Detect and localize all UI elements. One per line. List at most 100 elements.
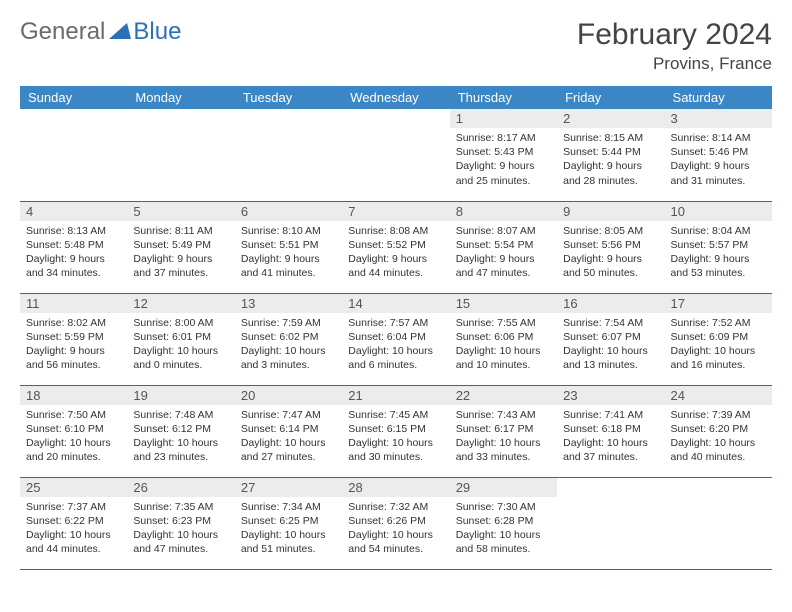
daylight-text-line1: Daylight: 9 hours [563,252,658,266]
day-number: 28 [342,478,449,497]
calendar-day-cell: 25Sunrise: 7:37 AMSunset: 6:22 PMDayligh… [20,477,127,569]
daylight-text-line2: and 28 minutes. [563,174,658,188]
sunset-text: Sunset: 5:43 PM [456,145,551,159]
sunrise-text: Sunrise: 7:35 AM [133,500,228,514]
sunset-text: Sunset: 6:26 PM [348,514,443,528]
day-details: Sunrise: 8:17 AMSunset: 5:43 PMDaylight:… [450,128,557,192]
sunrise-text: Sunrise: 7:39 AM [671,408,766,422]
day-number: 20 [235,386,342,405]
logo-text-general: General [20,18,105,46]
sunset-text: Sunset: 5:49 PM [133,238,228,252]
day-number: 14 [342,294,449,313]
day-number: 25 [20,478,127,497]
sunrise-text: Sunrise: 7:59 AM [241,316,336,330]
sunrise-text: Sunrise: 7:41 AM [563,408,658,422]
day-number: 21 [342,386,449,405]
day-details: Sunrise: 7:54 AMSunset: 6:07 PMDaylight:… [557,313,664,377]
weekday-header: Saturday [665,86,772,109]
calendar-week-row: 4Sunrise: 8:13 AMSunset: 5:48 PMDaylight… [20,201,772,293]
sunset-text: Sunset: 6:07 PM [563,330,658,344]
day-details: Sunrise: 8:14 AMSunset: 5:46 PMDaylight:… [665,128,772,192]
day-details: Sunrise: 7:30 AMSunset: 6:28 PMDaylight:… [450,497,557,561]
weekday-header: Friday [557,86,664,109]
day-details: Sunrise: 7:35 AMSunset: 6:23 PMDaylight:… [127,497,234,561]
sunrise-text: Sunrise: 7:50 AM [26,408,121,422]
daylight-text-line1: Daylight: 10 hours [348,528,443,542]
sunset-text: Sunset: 6:15 PM [348,422,443,436]
daylight-text-line2: and 31 minutes. [671,174,766,188]
calendar-day-cell: 19Sunrise: 7:48 AMSunset: 6:12 PMDayligh… [127,385,234,477]
daylight-text-line2: and 58 minutes. [456,542,551,556]
daylight-text-line2: and 10 minutes. [456,358,551,372]
daylight-text-line2: and 34 minutes. [26,266,121,280]
weekday-header: Sunday [20,86,127,109]
calendar-day-cell: 27Sunrise: 7:34 AMSunset: 6:25 PMDayligh… [235,477,342,569]
daylight-text-line2: and 51 minutes. [241,542,336,556]
day-details: Sunrise: 7:52 AMSunset: 6:09 PMDaylight:… [665,313,772,377]
calendar-day-cell: 21Sunrise: 7:45 AMSunset: 6:15 PMDayligh… [342,385,449,477]
daylight-text-line1: Daylight: 9 hours [241,252,336,266]
day-number: 8 [450,202,557,221]
daylight-text-line2: and 54 minutes. [348,542,443,556]
location-label: Provins, France [577,54,772,74]
day-details: Sunrise: 8:04 AMSunset: 5:57 PMDaylight:… [665,221,772,285]
sunrise-text: Sunrise: 8:08 AM [348,224,443,238]
day-details: Sunrise: 8:11 AMSunset: 5:49 PMDaylight:… [127,221,234,285]
day-details: Sunrise: 8:00 AMSunset: 6:01 PMDaylight:… [127,313,234,377]
day-details: Sunrise: 8:08 AMSunset: 5:52 PMDaylight:… [342,221,449,285]
daylight-text-line1: Daylight: 10 hours [26,528,121,542]
day-number: 18 [20,386,127,405]
calendar-day-cell: 28Sunrise: 7:32 AMSunset: 6:26 PMDayligh… [342,477,449,569]
sunset-text: Sunset: 6:12 PM [133,422,228,436]
day-number: 15 [450,294,557,313]
sunrise-text: Sunrise: 8:00 AM [133,316,228,330]
sunrise-text: Sunrise: 8:05 AM [563,224,658,238]
daylight-text-line1: Daylight: 10 hours [241,436,336,450]
sunrise-text: Sunrise: 7:30 AM [456,500,551,514]
sunset-text: Sunset: 6:18 PM [563,422,658,436]
sunrise-text: Sunrise: 8:14 AM [671,131,766,145]
calendar-day-cell: 26Sunrise: 7:35 AMSunset: 6:23 PMDayligh… [127,477,234,569]
calendar-day-cell: 15Sunrise: 7:55 AMSunset: 6:06 PMDayligh… [450,293,557,385]
day-details: Sunrise: 8:13 AMSunset: 5:48 PMDaylight:… [20,221,127,285]
calendar-body: 1Sunrise: 8:17 AMSunset: 5:43 PMDaylight… [20,109,772,569]
daylight-text-line2: and 30 minutes. [348,450,443,464]
calendar-day-cell: 10Sunrise: 8:04 AMSunset: 5:57 PMDayligh… [665,201,772,293]
calendar-header-row: Sunday Monday Tuesday Wednesday Thursday… [20,86,772,109]
sunrise-text: Sunrise: 8:11 AM [133,224,228,238]
daylight-text-line1: Daylight: 10 hours [563,344,658,358]
day-number: 10 [665,202,772,221]
daylight-text-line2: and 3 minutes. [241,358,336,372]
daylight-text-line1: Daylight: 10 hours [348,436,443,450]
calendar-day-cell: 17Sunrise: 7:52 AMSunset: 6:09 PMDayligh… [665,293,772,385]
sunset-text: Sunset: 6:28 PM [456,514,551,528]
daylight-text-line2: and 44 minutes. [26,542,121,556]
daylight-text-line2: and 16 minutes. [671,358,766,372]
day-number: 27 [235,478,342,497]
sunrise-text: Sunrise: 7:37 AM [26,500,121,514]
sunset-text: Sunset: 5:52 PM [348,238,443,252]
day-details: Sunrise: 8:15 AMSunset: 5:44 PMDaylight:… [557,128,664,192]
daylight-text-line2: and 25 minutes. [456,174,551,188]
daylight-text-line2: and 37 minutes. [563,450,658,464]
daylight-text-line1: Daylight: 9 hours [133,252,228,266]
daylight-text-line2: and 47 minutes. [456,266,551,280]
day-details: Sunrise: 7:50 AMSunset: 6:10 PMDaylight:… [20,405,127,469]
sunset-text: Sunset: 6:20 PM [671,422,766,436]
calendar-day-cell: 4Sunrise: 8:13 AMSunset: 5:48 PMDaylight… [20,201,127,293]
day-details: Sunrise: 7:55 AMSunset: 6:06 PMDaylight:… [450,313,557,377]
daylight-text-line1: Daylight: 10 hours [133,344,228,358]
day-number: 29 [450,478,557,497]
calendar-day-cell: 7Sunrise: 8:08 AMSunset: 5:52 PMDaylight… [342,201,449,293]
daylight-text-line1: Daylight: 10 hours [671,436,766,450]
daylight-text-line1: Daylight: 9 hours [456,252,551,266]
weekday-header: Tuesday [235,86,342,109]
day-number: 7 [342,202,449,221]
daylight-text-line2: and 56 minutes. [26,358,121,372]
weekday-header: Wednesday [342,86,449,109]
calendar-day-cell: 6Sunrise: 8:10 AMSunset: 5:51 PMDaylight… [235,201,342,293]
calendar-day-cell: 16Sunrise: 7:54 AMSunset: 6:07 PMDayligh… [557,293,664,385]
sunset-text: Sunset: 6:14 PM [241,422,336,436]
sunset-text: Sunset: 6:04 PM [348,330,443,344]
day-details: Sunrise: 7:43 AMSunset: 6:17 PMDaylight:… [450,405,557,469]
